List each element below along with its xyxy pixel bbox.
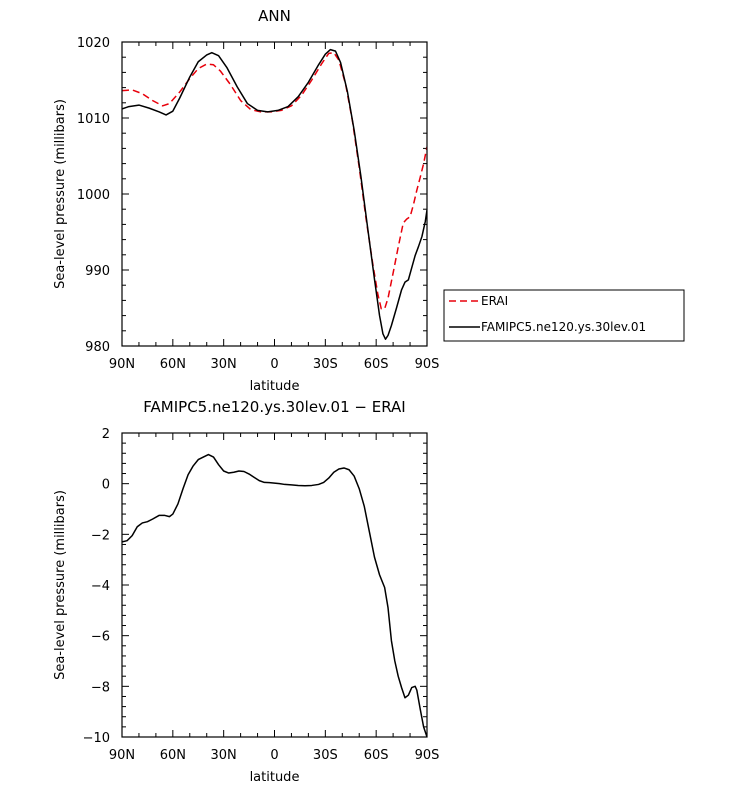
bottom-x-tick-labels: 90N 60N 30N 0 30S 60S 90S <box>109 748 440 763</box>
x-tick-label-60n: 60N <box>160 748 186 763</box>
y-tick-label-8: −8 <box>91 680 110 695</box>
top-y-axis-title: Sea-level pressure (millibars) <box>53 99 68 289</box>
y-tick-label-6: −6 <box>91 630 110 645</box>
top-series-group <box>122 48 427 340</box>
x-tick-label-90n: 90N <box>109 748 135 763</box>
x-tick-label-30n: 30N <box>211 748 237 763</box>
y-tick-label-10: −10 <box>83 731 110 746</box>
x-tick-label-30n: 30N <box>211 357 237 372</box>
bottom-plot-title: FAMIPC5.ne120.ys.30lev.01 − ERAI <box>143 398 405 416</box>
y-tick-label-2: 2 <box>102 427 110 442</box>
x-tick-label-30s: 30S <box>313 748 338 763</box>
series-line-erai <box>122 51 427 310</box>
legend-label-model: FAMIPC5.ne120.ys.30lev.01 <box>481 320 646 334</box>
series-line-famipc5-ne120-ys-30lev-01 <box>122 48 427 340</box>
y-tick-label-1020: 1020 <box>77 36 110 51</box>
x-tick-label-90s: 90S <box>415 748 440 763</box>
bottom-y-axis-title: Sea-level pressure (millibars) <box>53 490 68 680</box>
x-tick-label-60s: 60S <box>364 357 389 372</box>
bottom-ticks <box>121 432 428 738</box>
top-plot-title: ANN <box>258 7 291 25</box>
y-tick-label-990: 990 <box>85 264 110 279</box>
top-y-tick-labels: 980 990 1000 1010 1020 <box>77 36 110 355</box>
top-x-tick-labels: 90N 60N 30N 0 30S 60S 90S <box>109 357 440 372</box>
bottom-y-tick-labels: 2 0 −2 −4 −6 −8 −10 <box>83 427 110 746</box>
y-tick-label-1000: 1000 <box>77 188 110 203</box>
x-tick-label-30s: 30S <box>313 357 338 372</box>
legend: ERAI FAMIPC5.ne120.ys.30lev.01 <box>443 289 685 342</box>
x-tick-label-0: 0 <box>270 748 278 763</box>
x-tick-label-0: 0 <box>270 357 278 372</box>
top-x-axis-title: latitude <box>250 379 300 394</box>
x-tick-label-90s: 90S <box>415 357 440 372</box>
y-tick-label-2: −2 <box>91 528 110 543</box>
y-tick-label-4: −4 <box>91 579 110 594</box>
series-line-diff-0 <box>122 453 427 737</box>
legend-label-erai: ERAI <box>481 294 508 308</box>
bottom-plot-frame <box>121 432 428 738</box>
bottom-series-group <box>122 453 427 737</box>
panel-difference-slp: FAMIPC5.ne120.ys.30lev.01 − ERAI 90N 60N 3… <box>53 398 439 785</box>
x-tick-label-90n: 90N <box>109 357 135 372</box>
bottom-x-axis-title: latitude <box>250 770 300 785</box>
top-ticks <box>121 41 428 347</box>
y-tick-label-0: 0 <box>102 478 110 493</box>
y-tick-label-1010: 1010 <box>77 112 110 127</box>
panel-annual-slp: ANN 90N 60N 30N 0 30S 60S 90S 980 990 1000 1010 10… <box>53 7 439 394</box>
x-tick-label-60n: 60N <box>160 357 186 372</box>
legend-box <box>443 289 685 342</box>
y-tick-label-980: 980 <box>85 340 110 355</box>
x-tick-label-60s: 60S <box>364 748 389 763</box>
top-plot-frame <box>121 41 428 347</box>
